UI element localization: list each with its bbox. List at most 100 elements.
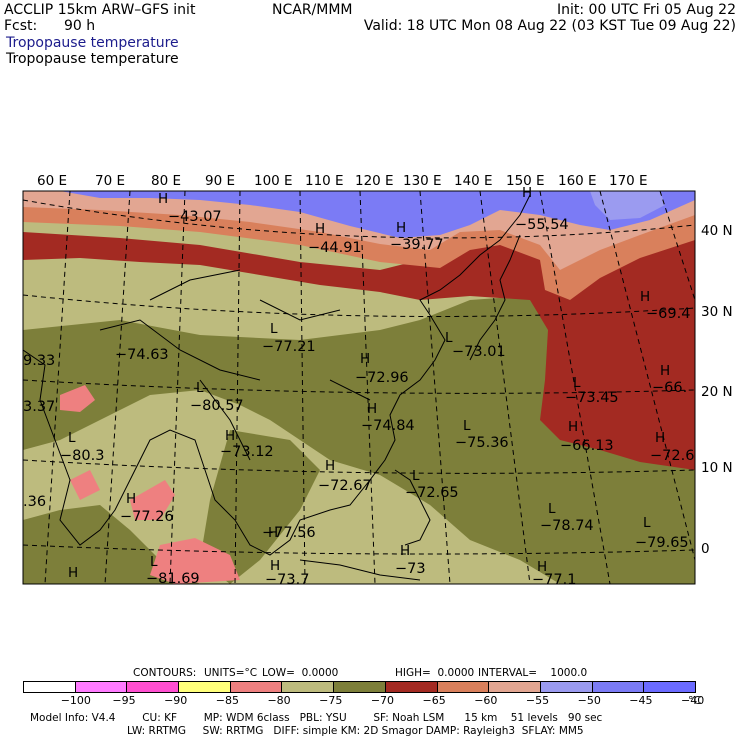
lon-line-5 (299, 191, 306, 584)
lon-label: 70 E (95, 173, 125, 189)
lon-line-6 (359, 191, 376, 584)
lat-label: 30 N (701, 304, 733, 320)
colorbar-label: −50 (577, 694, 601, 707)
extremum-symbol: H (158, 191, 168, 207)
extremum-value: −80.3 (60, 448, 104, 464)
extremum-value: −77.1 (532, 572, 576, 588)
lon-label: 160 E (558, 173, 597, 189)
lon-line-3 (169, 191, 186, 584)
colorbar-label: −55 (525, 694, 550, 707)
lon-line-1 (44, 191, 71, 584)
extremum-value: −72.96 (355, 370, 409, 386)
lat-line-0 (23, 544, 695, 555)
lon-line-4 (234, 191, 241, 584)
extremum-value: −74.63 (115, 347, 169, 363)
lat-line-20n (23, 379, 695, 394)
extremum-value: −73.12 (220, 444, 274, 460)
extremum-symbol: H (396, 220, 406, 236)
colorbar-swatch (384, 681, 438, 693)
extremum-symbol: H (655, 430, 665, 446)
lon-label: 90 E (205, 173, 235, 189)
extremum-value: −73.01 (452, 344, 506, 360)
extremum-value: −72.6 (650, 448, 694, 464)
extremum-value: −43.07 (168, 209, 222, 225)
extremum-symbol: H (360, 351, 370, 367)
band-blue-region (60, 191, 695, 238)
contours-low: LOW= 0.0000 (262, 667, 339, 679)
lon-line-2 (104, 191, 131, 584)
extremum-value: −44.91 (308, 240, 362, 256)
extremum-symbol: H (400, 543, 410, 559)
contours-units: UNITS=°C (204, 667, 258, 679)
contours-high: HIGH= 0.0000 (395, 667, 475, 679)
extremum-value: −39.77 (390, 237, 444, 253)
init-time: Init: 00 UTC Fri 05 Aug 22 (556, 2, 736, 18)
band-salmon-india-3 (70, 470, 100, 500)
colorbar-swatch (229, 681, 283, 693)
extrema-markers: H−43.07H−44.91H−39.77H−55.54H−69.4L−77.2… (23, 185, 694, 588)
colorbar-label: −95 (112, 694, 136, 707)
lon-label: 110 E (305, 173, 344, 189)
lon-line-7 (419, 191, 451, 584)
extremum-symbol: L (412, 468, 420, 484)
colorbar-label: −80 (267, 694, 291, 707)
extremum-symbol: L (270, 321, 278, 337)
band-olive-region (23, 285, 695, 584)
colorbar-swatch (539, 681, 593, 693)
extremum-value: −74.84 (361, 418, 415, 434)
extremum-value: −72.65 (405, 485, 459, 501)
extremum-symbol: L (68, 430, 76, 446)
extremum-symbol: H (568, 419, 578, 435)
lat-label: 10 N (701, 460, 733, 476)
colorbar-label: −40 (681, 694, 705, 707)
extremum-symbol: H (126, 491, 136, 507)
field-title-shaded: Tropopause temperature (6, 35, 179, 51)
forecast-hour-value: 90 h (64, 18, 96, 34)
colorbar-swatch (126, 681, 180, 693)
extremum-value: .36 (23, 494, 46, 510)
colorbar-swatch (333, 681, 386, 693)
band-dark-red-region (23, 205, 695, 470)
lon-line-11 (659, 191, 695, 301)
colorbar-swatch (488, 681, 541, 693)
extremum-symbol: H (268, 525, 278, 541)
extremum-symbol: L (643, 515, 651, 531)
colorbar-swatch (591, 681, 645, 693)
coastline-asia (23, 194, 531, 556)
band-salmon-bay (150, 538, 240, 584)
colorbar-label: −90 (164, 694, 188, 707)
lon-line-8 (479, 191, 531, 584)
colorbar-unit: °C (688, 694, 702, 707)
extremum-value: −66.13 (560, 438, 614, 454)
valid-time: Valid: 18 UTC Mon 08 Aug 22 (03 KST Tue … (363, 18, 736, 34)
extremum-value: −80.57 (190, 398, 244, 414)
lon-line-9 (539, 191, 611, 584)
colorbar-swatch (281, 681, 335, 693)
extremum-symbol: L (548, 501, 556, 517)
colorbar-label: −70 (370, 694, 395, 707)
extremum-symbol: L (463, 418, 471, 434)
extremum-symbol: L (445, 330, 453, 346)
colorbar-swatch (643, 681, 696, 693)
colorbar-swatch (74, 681, 128, 693)
colorbar-label: −45 (629, 694, 653, 707)
lat-labels: 40 N 30 N 20 N 10 N 0 (701, 223, 733, 557)
lat-line-30n (23, 294, 695, 317)
colorbar-label: −75 (319, 694, 343, 707)
colorbar-label: −60 (474, 694, 498, 707)
extremum-symbol: H (225, 428, 235, 444)
lat-line-10n (23, 459, 695, 474)
colorbar-swatch (23, 681, 76, 693)
extremum-value: −78.74 (540, 518, 594, 534)
extremum-symbol: H (270, 558, 280, 574)
extremum-symbol: H (660, 363, 670, 379)
band-olive-indochina (200, 430, 320, 584)
extremum-symbol: H (640, 289, 650, 305)
extremum-symbol: L (150, 554, 158, 570)
colorbar-label: −100 (60, 694, 91, 707)
lon-label: 100 E (254, 173, 293, 189)
center-name: NCAR/MMM (272, 2, 353, 18)
lon-label: 170 E (609, 173, 648, 189)
colorbar-swatch (178, 681, 231, 693)
